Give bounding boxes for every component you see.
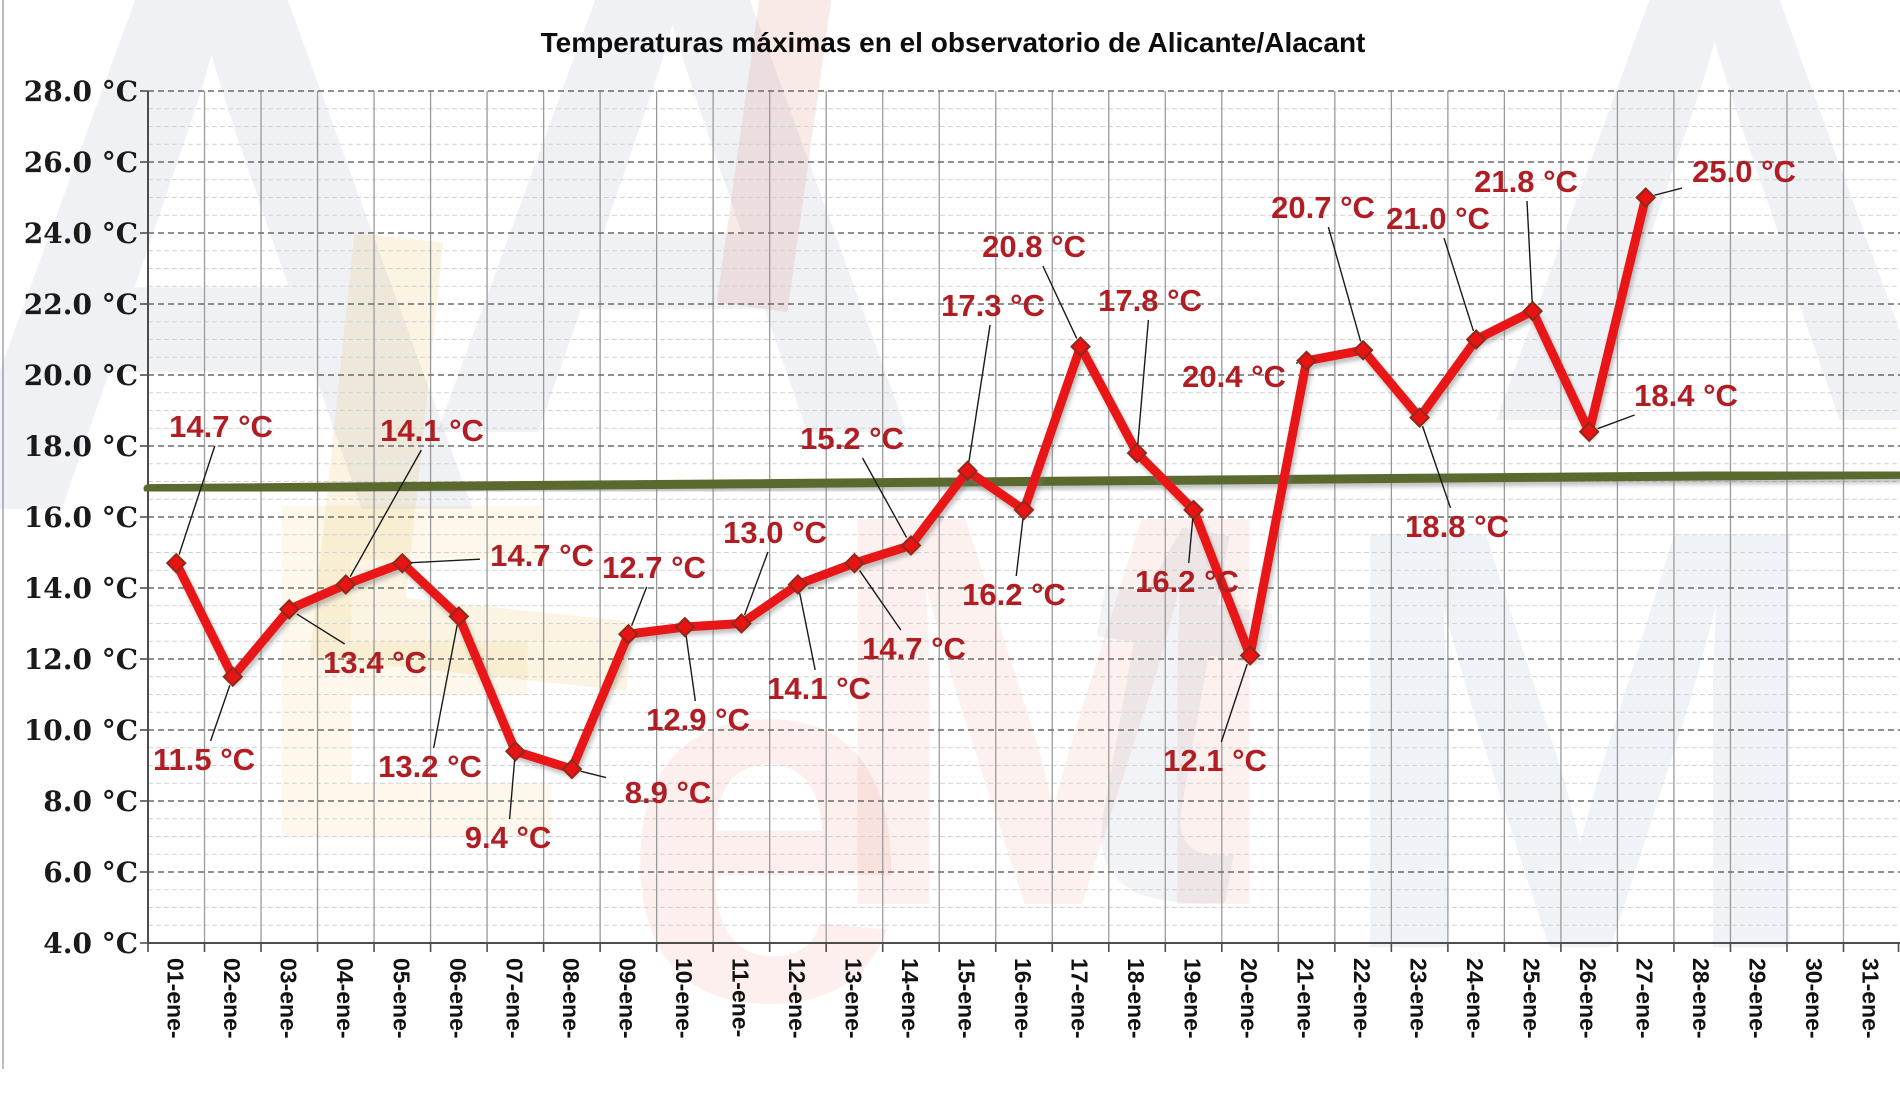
y-tick-label: 18.0 °C bbox=[24, 430, 138, 463]
x-tick-label: 01-ene- bbox=[162, 958, 188, 1039]
x-tick-label: 28-ene- bbox=[1688, 958, 1714, 1039]
data-point-label: 16.2 °C bbox=[1135, 564, 1239, 599]
data-point-label: 14.1 °C bbox=[380, 413, 484, 448]
leader-line bbox=[1527, 201, 1532, 302]
data-point-marker bbox=[1298, 352, 1316, 370]
leader-line bbox=[211, 685, 230, 741]
data-point-marker bbox=[1637, 189, 1655, 207]
data-point-label: 20.4 °C bbox=[1182, 359, 1286, 394]
leader-line bbox=[1016, 519, 1023, 576]
y-tick-label: 8.0 °C bbox=[43, 785, 138, 818]
x-tick-label: 05-ene- bbox=[388, 958, 414, 1039]
leader-line bbox=[350, 450, 421, 577]
data-point-label: 12.7 °C bbox=[602, 550, 706, 585]
y-tick-label: 16.0 °C bbox=[24, 501, 138, 534]
data-point-label: 11.5 °C bbox=[153, 742, 255, 777]
data-point-label: 18.8 °C bbox=[1405, 509, 1509, 544]
y-tick-label: 12.0 °C bbox=[24, 643, 138, 676]
data-point-label: 18.4 °C bbox=[1634, 378, 1738, 413]
y-tick-label: 6.0 °C bbox=[43, 856, 138, 889]
leader-line bbox=[411, 559, 480, 563]
y-tick-label: 20.0 °C bbox=[24, 359, 138, 392]
data-point-label: 20.8 °C bbox=[982, 229, 1086, 264]
x-tick-label: 02-ene- bbox=[219, 958, 245, 1039]
leader-line bbox=[581, 771, 606, 777]
x-tick-label: 24-ene- bbox=[1462, 958, 1488, 1039]
leader-line bbox=[1654, 188, 1682, 195]
x-tick-label: 11-ene- bbox=[727, 958, 753, 1037]
x-tick-label: 27-ene- bbox=[1632, 958, 1658, 1039]
data-point-label: 9.4 °C bbox=[465, 820, 552, 855]
x-tick-label: 19-ene- bbox=[1180, 958, 1206, 1039]
data-point-label: 15.2 °C bbox=[800, 421, 904, 456]
x-tick-label: 29-ene- bbox=[1745, 958, 1771, 1039]
x-tick-label: 12-ene- bbox=[784, 958, 810, 1039]
y-tick-label: 24.0 °C bbox=[24, 217, 138, 250]
x-tick-label: 15-ene- bbox=[953, 958, 979, 1039]
data-point-label: 13.2 °C bbox=[378, 749, 482, 784]
x-tick-label: 31-ene- bbox=[1858, 958, 1884, 1039]
x-tick-label: 23-ene- bbox=[1406, 958, 1432, 1039]
x-tick-label: 07-ene- bbox=[501, 958, 527, 1039]
leader-line bbox=[863, 458, 907, 538]
x-tick-label: 04-ene- bbox=[332, 958, 358, 1039]
data-point-label: 12.1 °C bbox=[1163, 743, 1267, 778]
data-point-label: 14.1 °C bbox=[767, 671, 871, 706]
y-tick-label: 4.0 °C bbox=[43, 927, 138, 960]
leader-line bbox=[632, 587, 647, 626]
leader-line bbox=[1598, 415, 1635, 429]
data-point-label: 17.8 °C bbox=[1098, 283, 1202, 318]
data-point-label: 17.3 °C bbox=[941, 288, 1045, 323]
data-point-label: 14.7 °C bbox=[169, 409, 273, 444]
y-tick-label: 10.0 °C bbox=[24, 714, 138, 747]
x-tick-label: 06-ene- bbox=[445, 958, 471, 1039]
leader-line bbox=[1189, 519, 1193, 563]
x-tick-label: 25-ene- bbox=[1519, 958, 1545, 1039]
x-tick-label: 26-ene- bbox=[1575, 958, 1601, 1039]
leader-line bbox=[969, 325, 990, 462]
data-point-marker bbox=[676, 618, 694, 636]
y-tick-label: 14.0 °C bbox=[24, 572, 138, 605]
leader-line bbox=[1043, 266, 1077, 338]
x-tick-label: 22-ene- bbox=[1349, 958, 1375, 1039]
x-tick-label: 21-ene- bbox=[1293, 958, 1319, 1039]
x-tick-label: 18-ene- bbox=[1123, 958, 1149, 1039]
data-point-label: 21.8 °C bbox=[1474, 164, 1578, 199]
x-tick-label: 03-ene- bbox=[275, 958, 301, 1039]
x-tick-label: 08-ene- bbox=[558, 958, 584, 1039]
x-tick-label: 09-ene- bbox=[614, 958, 640, 1039]
data-point-label: 14.7 °C bbox=[862, 631, 966, 666]
data-point-label: 25.0 °C bbox=[1692, 154, 1796, 189]
x-tick-label: 13-ene- bbox=[840, 958, 866, 1039]
y-tick-label: 22.0 °C bbox=[24, 288, 138, 321]
leader-line bbox=[179, 446, 215, 555]
x-tick-label: 10-ene- bbox=[671, 958, 697, 1039]
data-point-label: 12.9 °C bbox=[646, 702, 750, 737]
data-point-label: 14.7 °C bbox=[490, 538, 594, 573]
leader-line bbox=[1328, 227, 1360, 341]
data-point-label: 8.9 °C bbox=[625, 775, 712, 810]
leader-line bbox=[1138, 320, 1149, 444]
x-tick-label: 14-ene- bbox=[897, 958, 923, 1039]
data-point-label: 20.7 °C bbox=[1271, 190, 1375, 225]
data-point-label: 21.0 °C bbox=[1386, 201, 1490, 236]
y-tick-label: 28.0 °C bbox=[24, 75, 138, 108]
data-point-label: 13.4 °C bbox=[323, 645, 427, 680]
x-tick-label: 16-ene- bbox=[1010, 958, 1036, 1039]
leader-line bbox=[1423, 426, 1451, 508]
leader-line bbox=[510, 760, 515, 819]
leader-line bbox=[297, 614, 345, 644]
x-tick-label: 17-ene- bbox=[1067, 958, 1093, 1039]
x-tick-label: 30-ene- bbox=[1801, 958, 1827, 1039]
data-point-label: 13.0 °C bbox=[723, 515, 827, 550]
y-tick-label: 26.0 °C bbox=[24, 146, 138, 179]
leader-line bbox=[686, 636, 695, 701]
x-tick-label: 20-ene- bbox=[1236, 958, 1262, 1039]
data-point-label: 16.2 °C bbox=[962, 577, 1066, 612]
plot-area: 28.0 °C 26.0 °C 24.0 °C 22.0 °C 20.0 °C 18.0 … bbox=[0, 0, 1900, 1069]
leader-line bbox=[860, 571, 901, 630]
